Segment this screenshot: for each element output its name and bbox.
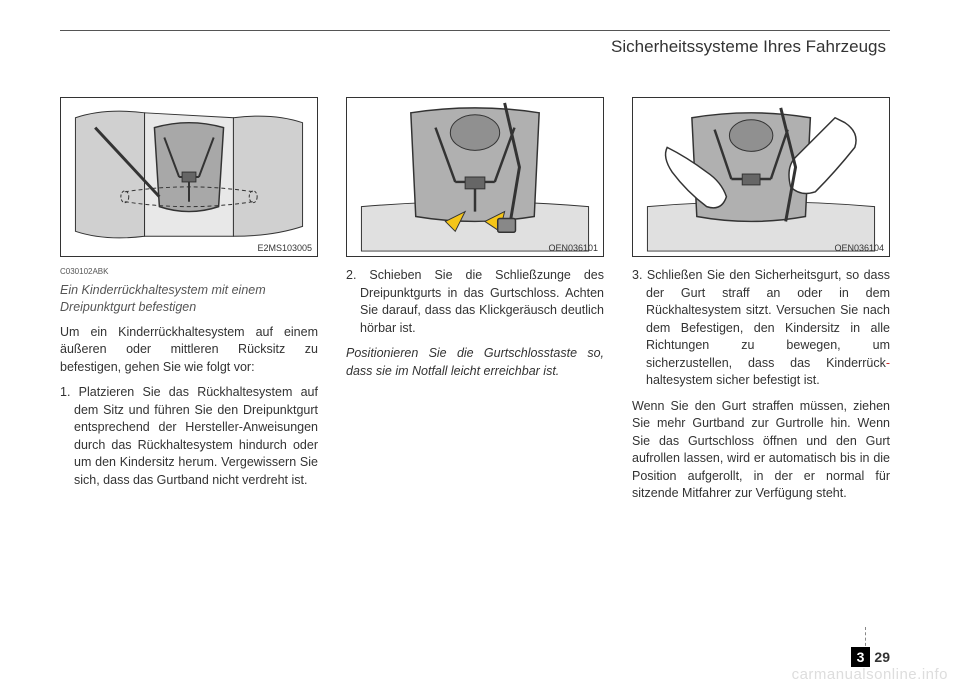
figure-2: OEN036101 (346, 97, 604, 257)
page-num: 29 (870, 649, 890, 665)
closing-paragraph: Wenn Sie den Gurt straffen müssen, ziehe… (632, 398, 890, 503)
subheading: Ein Kinderrückhaltesystem mit einem Drei… (60, 282, 318, 316)
step-3: 3. Schließen Sie den Sicherheitsgurt, so… (632, 267, 890, 390)
step-1: 1. Platzieren Sie das Rückhaltesystem au… (60, 384, 318, 489)
figure-1: E2MS103005 (60, 97, 318, 257)
figure-3: OEN036104 (632, 97, 890, 257)
content-columns: E2MS103005 C030102ABK Ein Kinderrückhalt… (60, 97, 890, 511)
child-seat-illustration-1 (61, 98, 317, 256)
para-code: C030102ABK (60, 267, 318, 276)
page-number: 329 (851, 649, 890, 665)
step-3-part-b: haltesystem sicher befestigt ist. (646, 373, 820, 387)
figure-2-label: OEN036101 (548, 243, 598, 253)
step-3-part-a: 3. Schließen Sie den Sicherheitsgurt, so… (632, 268, 890, 370)
watermark: carmanualsonline.info (792, 666, 948, 683)
hyphen-red: - (886, 356, 890, 370)
figure-3-label: OEN036104 (834, 243, 884, 253)
column-1: E2MS103005 C030102ABK Ein Kinderrückhalt… (60, 97, 318, 511)
column-2: OEN036101 2. Schieben Sie die Schließzun… (346, 97, 604, 511)
child-seat-illustration-3 (633, 98, 889, 256)
note-italic: Positionieren Sie die Gurtschlosstaste s… (346, 345, 604, 380)
manual-page: Sicherheitssysteme Ihres Fahrzeugs (0, 0, 960, 689)
header-title: Sicherheitssysteme Ihres Fahrzeugs (60, 37, 890, 57)
chapter-number: 3 (851, 647, 871, 667)
child-seat-illustration-2 (347, 98, 603, 256)
header-divider (60, 30, 890, 31)
column-3: OEN036104 3. Schließen Sie den Sicherhei… (632, 97, 890, 511)
intro-paragraph: Um ein Kinderrückhaltesystem auf einem ä… (60, 324, 318, 377)
figure-1-label: E2MS103005 (257, 243, 312, 253)
step-2: 2. Schieben Sie die Schließzunge des Dre… (346, 267, 604, 337)
